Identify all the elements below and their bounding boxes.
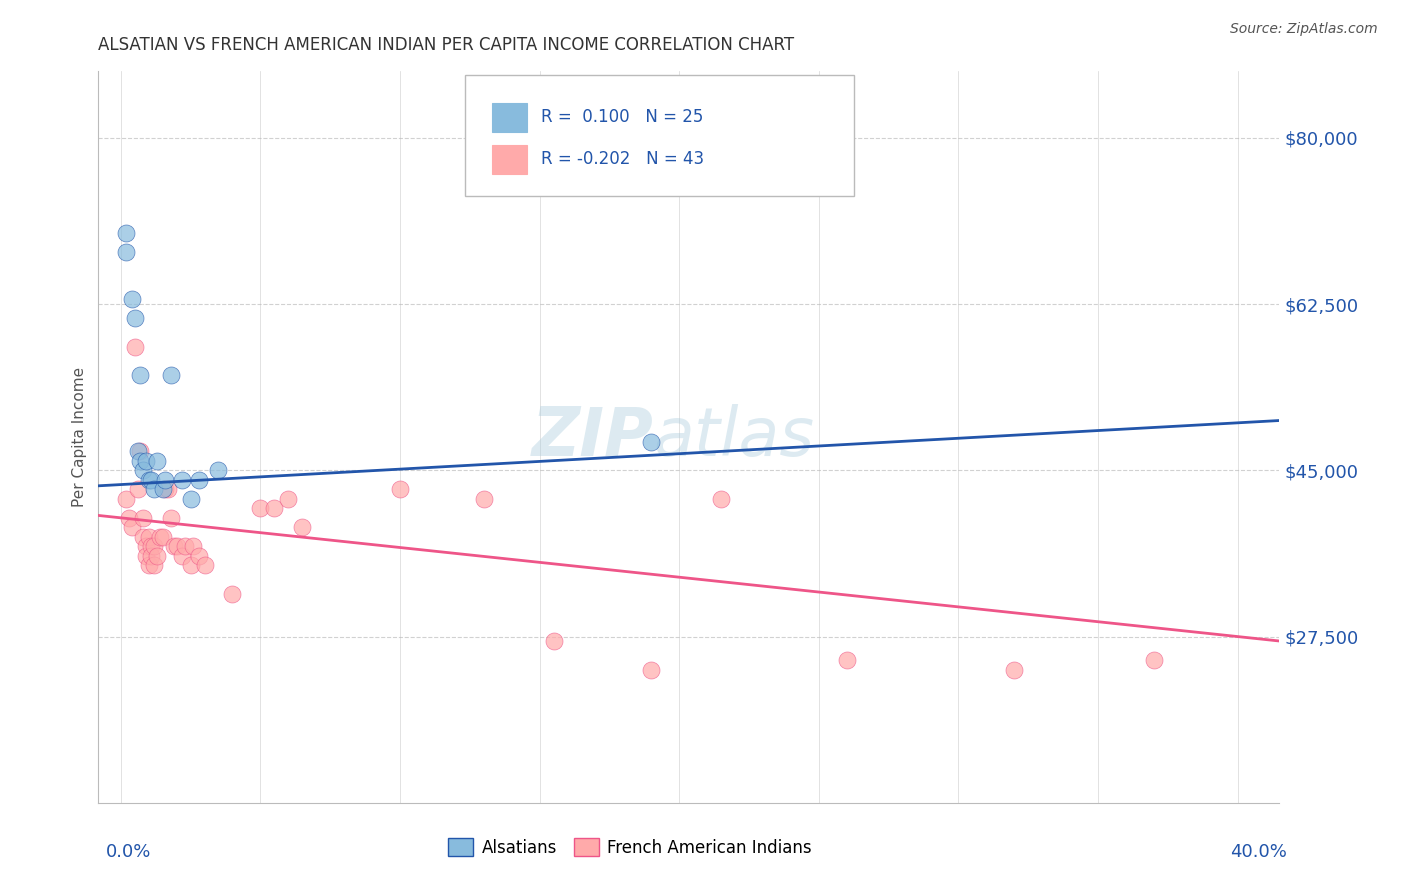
Point bbox=[187, 549, 209, 563]
Y-axis label: Per Capita Income: Per Capita Income bbox=[72, 367, 87, 508]
Point bbox=[115, 226, 138, 240]
Point bbox=[180, 558, 202, 573]
Text: ZIP: ZIP bbox=[531, 404, 654, 470]
Point bbox=[160, 511, 183, 525]
Text: Source: ZipAtlas.com: Source: ZipAtlas.com bbox=[1230, 22, 1378, 37]
Point bbox=[160, 368, 183, 383]
Point bbox=[143, 558, 166, 573]
Point bbox=[472, 491, 495, 506]
Point bbox=[388, 483, 411, 497]
Point bbox=[157, 483, 180, 497]
Point bbox=[155, 473, 177, 487]
Point bbox=[174, 539, 197, 553]
Point bbox=[118, 511, 141, 525]
Point bbox=[207, 463, 229, 477]
Point bbox=[138, 530, 160, 544]
Point bbox=[121, 520, 143, 534]
Bar bbox=[492, 103, 527, 132]
Point bbox=[124, 311, 146, 326]
Point bbox=[249, 501, 271, 516]
Text: R = -0.202   N = 43: R = -0.202 N = 43 bbox=[541, 150, 704, 168]
Point bbox=[115, 244, 138, 259]
FancyBboxPatch shape bbox=[464, 75, 855, 195]
Text: 0.0%: 0.0% bbox=[105, 843, 150, 861]
Point bbox=[1143, 653, 1166, 667]
Point bbox=[141, 549, 163, 563]
Point bbox=[291, 520, 314, 534]
Bar bbox=[492, 145, 527, 174]
Point bbox=[640, 434, 662, 449]
Point bbox=[277, 491, 299, 506]
Point bbox=[835, 653, 858, 667]
Point bbox=[146, 454, 169, 468]
Point bbox=[187, 473, 209, 487]
Point bbox=[152, 530, 174, 544]
Point bbox=[193, 558, 215, 573]
Point bbox=[138, 558, 160, 573]
Point bbox=[172, 473, 194, 487]
Point bbox=[132, 530, 155, 544]
Point bbox=[135, 549, 157, 563]
Point bbox=[221, 587, 243, 601]
Point bbox=[543, 634, 565, 648]
Point bbox=[146, 549, 169, 563]
Point bbox=[640, 663, 662, 677]
Point bbox=[155, 483, 177, 497]
Point bbox=[115, 491, 138, 506]
Point bbox=[143, 483, 166, 497]
Point bbox=[132, 463, 155, 477]
Point bbox=[141, 539, 163, 553]
Point bbox=[135, 539, 157, 553]
Point bbox=[132, 511, 155, 525]
Point bbox=[143, 539, 166, 553]
Point bbox=[127, 444, 149, 458]
Point bbox=[163, 539, 186, 553]
Point bbox=[180, 491, 202, 506]
Point bbox=[152, 483, 174, 497]
Point bbox=[124, 340, 146, 354]
Text: ALSATIAN VS FRENCH AMERICAN INDIAN PER CAPITA INCOME CORRELATION CHART: ALSATIAN VS FRENCH AMERICAN INDIAN PER C… bbox=[98, 36, 794, 54]
Legend: Alsatians, French American Indians: Alsatians, French American Indians bbox=[449, 838, 811, 856]
Text: atlas: atlas bbox=[654, 404, 814, 470]
Point bbox=[183, 539, 205, 553]
Text: R =  0.100   N = 25: R = 0.100 N = 25 bbox=[541, 109, 703, 127]
Point bbox=[129, 454, 152, 468]
Point bbox=[263, 501, 285, 516]
Point bbox=[138, 473, 160, 487]
Point bbox=[1002, 663, 1025, 677]
Point bbox=[127, 483, 149, 497]
Point bbox=[129, 444, 152, 458]
Point bbox=[710, 491, 733, 506]
Point bbox=[141, 473, 163, 487]
Point bbox=[135, 454, 157, 468]
Point bbox=[166, 539, 188, 553]
Point bbox=[129, 368, 152, 383]
Text: 40.0%: 40.0% bbox=[1230, 843, 1286, 861]
Point bbox=[121, 293, 143, 307]
Point bbox=[172, 549, 194, 563]
Point bbox=[149, 530, 172, 544]
